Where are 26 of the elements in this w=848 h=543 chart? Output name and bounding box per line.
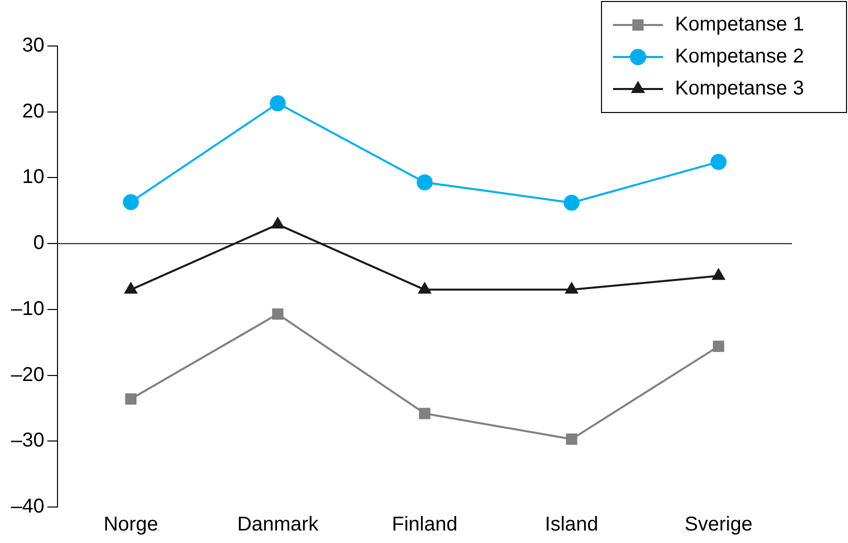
point — [125, 393, 136, 405]
y-tick-label: –30 — [10, 430, 44, 452]
x-tick-label: Island — [544, 514, 598, 536]
y-tick-label: 30 — [22, 34, 44, 57]
x-tick-label: Norge — [104, 514, 158, 536]
point — [122, 194, 139, 210]
legend-label: Kompetanse 2 — [675, 46, 804, 68]
x-tick-label: Sverige — [684, 514, 752, 536]
point — [270, 95, 286, 112]
y-tick-label: 0 — [33, 232, 44, 254]
point — [564, 194, 580, 211]
y-tick-label: –40 — [10, 496, 44, 518]
point — [419, 408, 430, 420]
legend-label: Kompetanse 1 — [675, 14, 804, 36]
x-tick-label: Danmark — [237, 514, 320, 536]
x-tick-label: Finland — [392, 514, 458, 536]
point — [416, 174, 433, 190]
y-tick-label: 20 — [22, 100, 44, 122]
point — [712, 340, 724, 352]
legend-label: Kompetanse 3 — [675, 78, 804, 100]
point — [566, 434, 578, 445]
y-tick-label: –10 — [10, 298, 44, 320]
y-tick-label: –20 — [10, 364, 44, 386]
y-tick-label: 10 — [22, 166, 44, 188]
point — [710, 154, 727, 170]
point — [272, 308, 284, 320]
